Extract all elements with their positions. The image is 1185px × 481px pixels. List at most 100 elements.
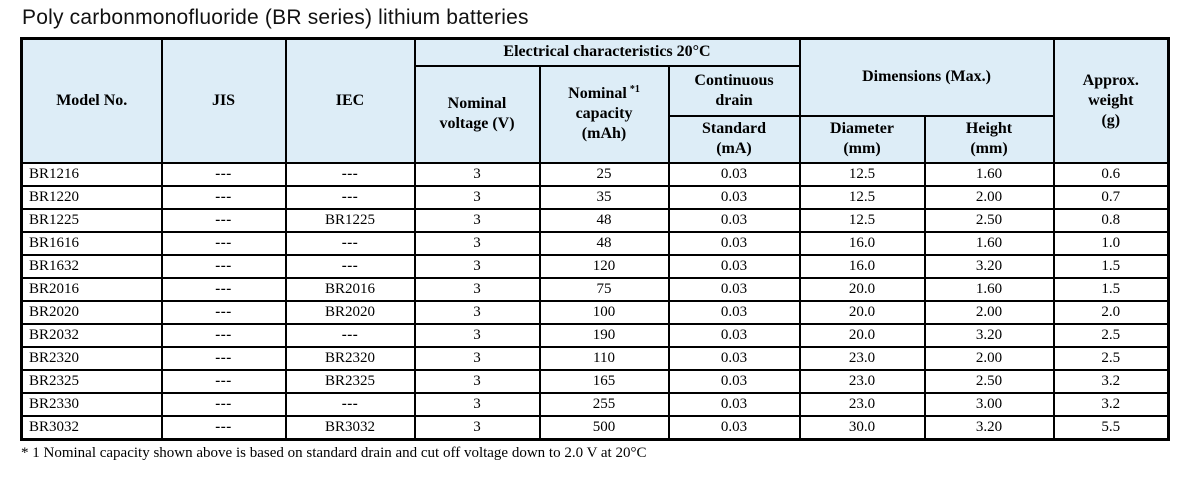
table-row: BR2320 --- BR2320 3 110 0.03 23.0 2.00 2.5 [20,345,1170,371]
footnote: * 1 Nominal capacity shown above is base… [21,444,647,461]
cell-drain: 0.03 [667,230,801,256]
cell-height: 2.00 [923,345,1055,371]
cell-iec: BR2325 [284,368,416,394]
cell-capacity: 120 [538,253,670,279]
cell-iec: --- [284,253,416,279]
cell-drain: 0.03 [667,414,801,440]
cell-iec: BR1225 [284,207,416,233]
cell-drain: 0.03 [667,391,801,417]
cell-weight: 1.0 [1052,230,1170,256]
cell-diameter: 12.5 [798,161,926,187]
cell-jis: --- [160,207,287,233]
cell-capacity: 110 [538,345,670,371]
cell-diameter: 23.0 [798,345,926,371]
cell-diameter: 16.0 [798,253,926,279]
cell-height: 3.20 [923,414,1055,440]
cell-diameter: 30.0 [798,414,926,440]
cell-height: 2.50 [923,368,1055,394]
header-electrical-characteristics: Electrical characteristics 20°C [413,37,801,67]
header-model-no: Model No. [20,37,163,164]
cell-model: BR2032 [20,322,163,348]
cell-capacity: 500 [538,414,670,440]
cell-weight: 5.5 [1052,414,1170,440]
cell-jis: --- [160,299,287,325]
cell-capacity: 165 [538,368,670,394]
cell-height: 3.00 [923,391,1055,417]
header-approx-weight: Approx. weight (g) [1052,37,1170,164]
cell-model: BR2330 [20,391,163,417]
cell-capacity: 255 [538,391,670,417]
cell-jis: --- [160,322,287,348]
cell-iec: BR2020 [284,299,416,325]
cell-capacity: 100 [538,299,670,325]
table-row: BR2016 --- BR2016 3 75 0.03 20.0 1.60 1.5 [20,276,1170,302]
table-row: BR1220 --- --- 3 35 0.03 12.5 2.00 0.7 [20,184,1170,210]
cell-jis: --- [160,345,287,371]
cell-iec: --- [284,322,416,348]
header-diameter: Diameter (mm) [798,114,926,164]
cell-diameter: 12.5 [798,207,926,233]
cell-capacity: 75 [538,276,670,302]
nominal-capacity-label: Nominal [568,85,627,102]
table-row: BR1616 --- --- 3 48 0.03 16.0 1.60 1.0 [20,230,1170,256]
cell-diameter: 16.0 [798,230,926,256]
cell-weight: 0.8 [1052,207,1170,233]
cell-capacity: 35 [538,184,670,210]
cell-model: BR3032 [20,414,163,440]
table-row: BR2032 --- --- 3 190 0.03 20.0 3.20 2.5 [20,322,1170,348]
table-row: BR2325 --- BR2325 3 165 0.03 23.0 2.50 3.2 [20,368,1170,394]
cell-drain: 0.03 [667,253,801,279]
cell-voltage: 3 [413,230,541,256]
cell-voltage: 3 [413,276,541,302]
cell-weight: 2.0 [1052,299,1170,325]
cell-drain: 0.03 [667,184,801,210]
battery-spec-table: Model No. JIS IEC Electrical characteris… [20,37,1171,441]
cell-weight: 3.2 [1052,391,1170,417]
cell-model: BR1220 [20,184,163,210]
cell-drain: 0.03 [667,207,801,233]
cell-height: 1.60 [923,276,1055,302]
cell-jis: --- [160,414,287,440]
cell-voltage: 3 [413,207,541,233]
cell-jis: --- [160,391,287,417]
cell-diameter: 23.0 [798,368,926,394]
cell-drain: 0.03 [667,322,801,348]
cell-voltage: 3 [413,368,541,394]
cell-iec: --- [284,230,416,256]
header-nominal-voltage: Nominal voltage (V) [413,64,541,164]
cell-model: BR1225 [20,207,163,233]
header-standard-ma: Standard (mA) [667,114,801,164]
cell-drain: 0.03 [667,345,801,371]
cell-voltage: 3 [413,299,541,325]
cell-jis: --- [160,184,287,210]
footnote-reference-mark: *1 [629,83,640,95]
table-row: BR1632 --- --- 3 120 0.03 16.0 3.20 1.5 [20,253,1170,279]
cell-capacity: 48 [538,230,670,256]
header-row-2: Nominal voltage (V) Nominal *1 capacity (m… [22,64,1169,164]
cell-height: 3.20 [923,322,1055,348]
cell-jis: --- [160,230,287,256]
cell-model: BR1216 [20,161,163,187]
cell-iec: --- [284,161,416,187]
cell-iec: BR2016 [284,276,416,302]
table-header: Model No. JIS IEC Electrical characteris… [20,37,1170,164]
cell-model: BR2016 [20,276,163,302]
cell-height: 3.20 [923,253,1055,279]
cell-height: 2.00 [923,299,1055,325]
cell-height: 1.60 [923,230,1055,256]
cell-voltage: 3 [413,345,541,371]
cell-jis: --- [160,276,287,302]
cell-weight: 3.2 [1052,368,1170,394]
header-jis: JIS [160,37,287,164]
cell-weight: 2.5 [1052,345,1170,371]
table-row: BR1225 --- BR1225 3 48 0.03 12.5 2.50 0.8 [20,207,1170,233]
cell-height: 2.50 [923,207,1055,233]
header-height: Height (mm) [923,114,1055,164]
cell-diameter: 20.0 [798,322,926,348]
cell-iec: BR3032 [284,414,416,440]
cell-drain: 0.03 [667,276,801,302]
table-body: BR1216 --- --- 3 25 0.03 12.5 1.60 0.6 BR1220 --- -… [20,161,1170,440]
cell-weight: 1.5 [1052,276,1170,302]
header-continuous-drain: Continuous drain [667,64,801,117]
